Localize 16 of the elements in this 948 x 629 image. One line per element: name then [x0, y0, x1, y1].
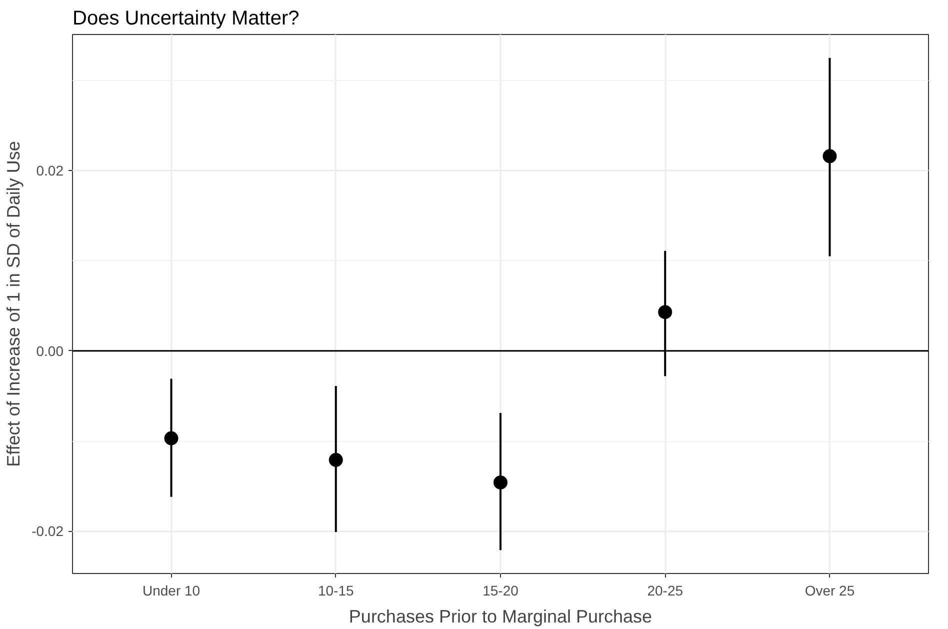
x-tick-label: Over 25 [804, 582, 855, 598]
y-tick-label: 0.02 [36, 162, 64, 179]
x-tick-label: Under 10 [142, 582, 200, 598]
chart-title: Does Uncertainty Matter? [72, 8, 300, 30]
x-tick-label: 10-15 [318, 582, 354, 598]
point [164, 431, 178, 446]
y-tick-label: 0.00 [36, 342, 64, 359]
x-tick-label: 20-25 [647, 582, 684, 598]
point [822, 149, 837, 164]
x-axis-title: Purchases Prior to Marginal Purchase [348, 606, 652, 626]
point [658, 305, 672, 320]
point [328, 452, 343, 467]
y-tick-label: -0.02 [32, 523, 64, 540]
x-tick-label: 15-20 [482, 582, 519, 598]
point [494, 475, 508, 490]
y-axis-title: Effect of Increase of 1 in SD of Daily Use [4, 141, 24, 467]
